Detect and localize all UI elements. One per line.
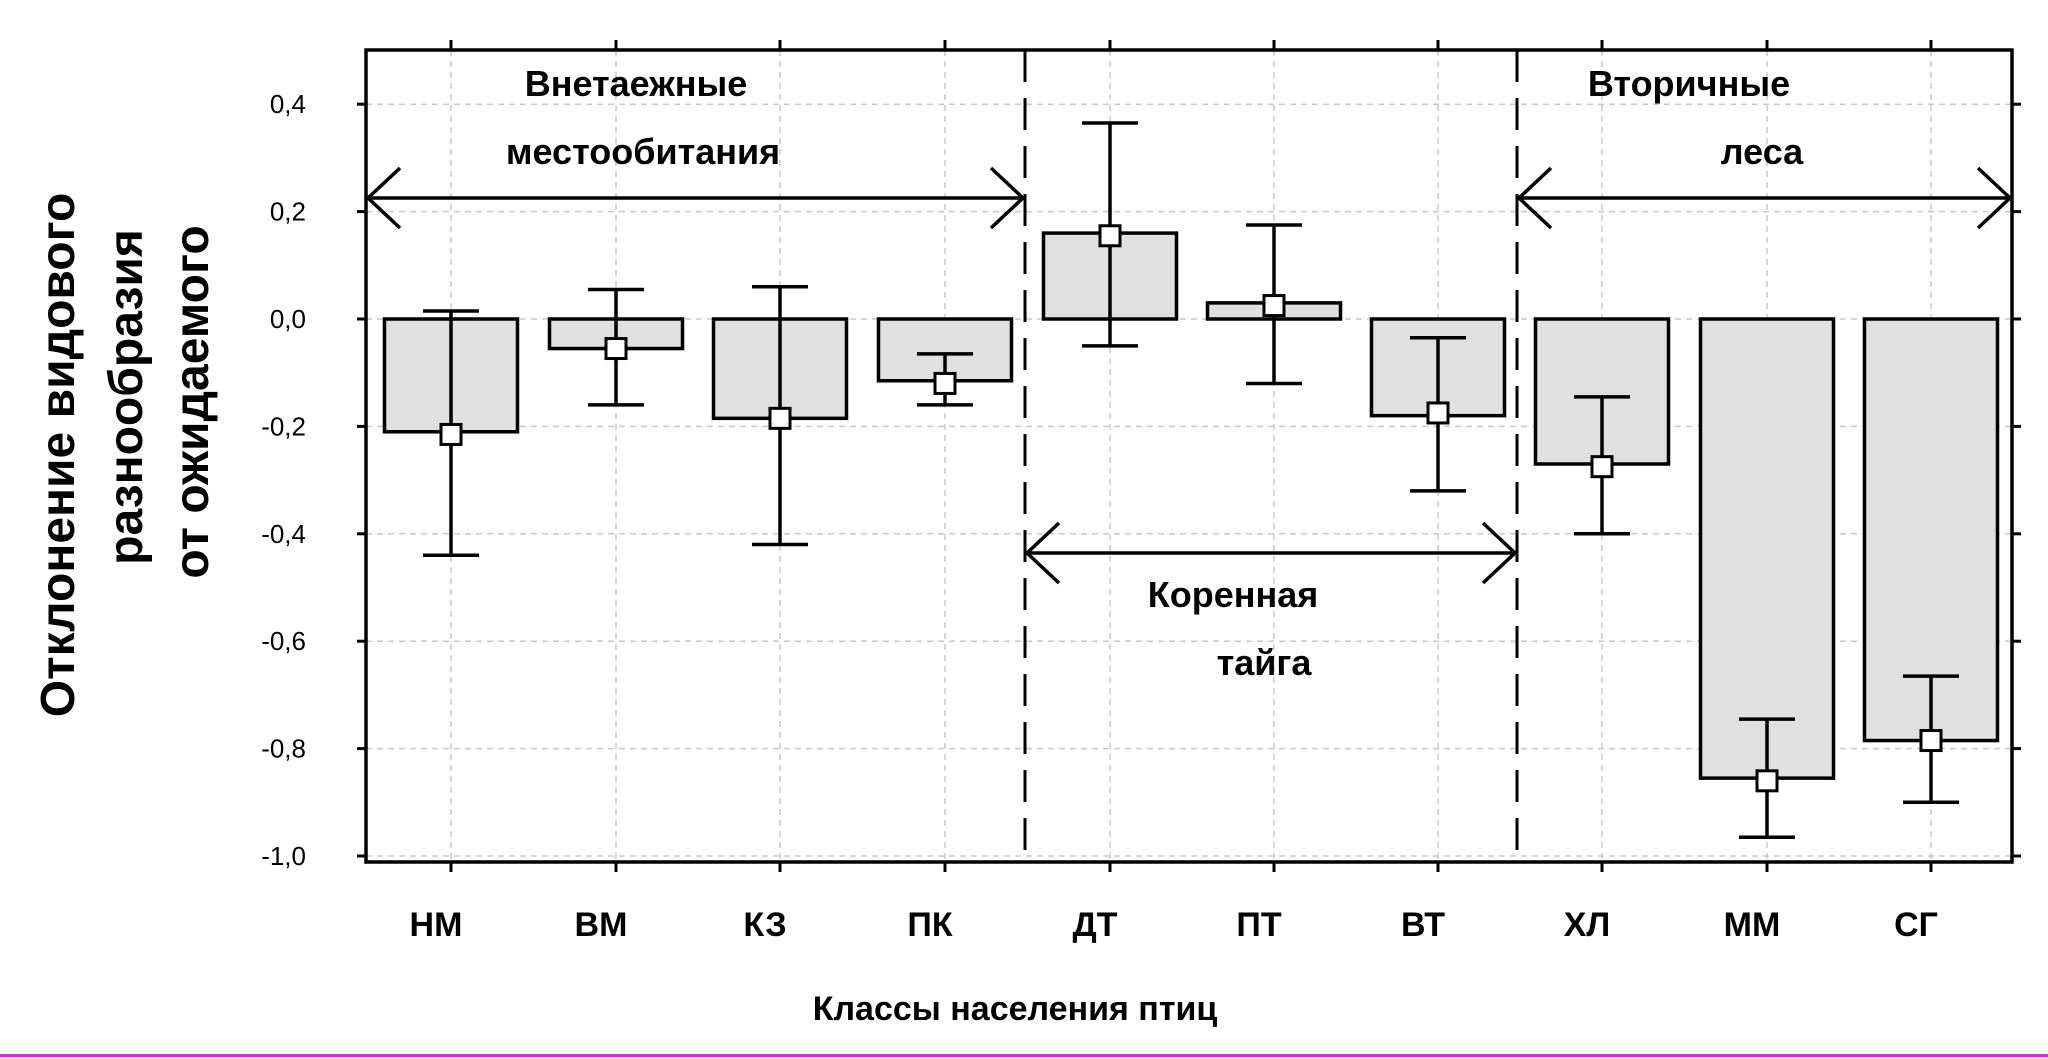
y-tick-label: -1,0	[261, 841, 306, 871]
range-arrow-3	[1516, 166, 2013, 230]
x-tick-label: ДТ	[1073, 906, 1118, 944]
mean-marker	[768, 406, 792, 430]
x-tick-label: ВТ	[1401, 906, 1445, 944]
annotation-group1-line1: Внетаежные	[525, 63, 748, 104]
x-axis-label: Классы населения птиц	[813, 990, 1218, 1028]
y-tick-label: -0,8	[261, 734, 306, 764]
x-tick-label: ПК	[907, 906, 952, 944]
y-axis-label-line2: разнообразия	[100, 229, 153, 565]
plot-frame	[364, 48, 2014, 864]
mean-marker	[933, 371, 957, 395]
y-tick-label: 0,0	[270, 304, 306, 334]
annotation-group1-line2: местообитания	[506, 131, 780, 172]
mean-marker	[1590, 455, 1614, 479]
bar	[1698, 317, 1836, 780]
annotation-group3-line2: леса	[1721, 131, 1804, 172]
grid-lines	[366, 50, 2012, 862]
x-tick-labels: НМ ВМ КЗ ПК ДТ ПТ ВТ ХЛ ММ СГ	[410, 906, 1938, 944]
y-tick-label: 0,2	[270, 197, 306, 227]
mean-marker	[604, 337, 628, 361]
annotation-group2-line1: Коренная	[1148, 574, 1319, 615]
x-tick-label: ВМ	[575, 906, 628, 944]
range-arrow-1	[365, 166, 1026, 230]
y-tick-label: -0,6	[261, 626, 306, 656]
annotation-group2-line2: тайга	[1217, 642, 1313, 683]
mean-marker	[439, 422, 463, 446]
y-axis-label-line3: от ожидаемого	[166, 225, 219, 578]
x-tick-label: ММ	[1724, 906, 1781, 944]
y-tick-labels: 0,4 0,2 0,0 -0,2 -0,4 -0,6 -0,8 -1,0	[261, 89, 306, 871]
mean-marker	[1098, 224, 1122, 248]
bottom-border	[0, 1054, 2048, 1057]
mean-marker	[1262, 294, 1286, 318]
x-tick-label: НМ	[410, 906, 463, 944]
annotation-group3-line1: Вторичные	[1588, 63, 1790, 104]
x-tick-label: ХЛ	[1564, 906, 1611, 944]
y-axis-label: Отклонение видового разнообразия от ожид…	[32, 193, 219, 718]
y-axis-label-line1: Отклонение видового	[32, 193, 85, 718]
range-arrow-2	[1024, 521, 1518, 585]
mean-marker	[1426, 401, 1450, 425]
x-tick-label: СГ	[1894, 906, 1938, 944]
y-tick-label: -0,2	[261, 411, 306, 441]
x-tick-label: КЗ	[743, 906, 786, 944]
bar	[1862, 317, 2000, 743]
axis-ticks	[357, 40, 2021, 872]
mean-markers	[439, 224, 1943, 793]
mean-marker	[1919, 729, 1943, 753]
y-tick-label: 0,4	[270, 89, 306, 119]
bars	[382, 231, 2000, 780]
mean-marker	[1755, 769, 1779, 793]
x-tick-label: ПТ	[1236, 906, 1281, 944]
y-tick-label: -0,4	[261, 519, 306, 549]
